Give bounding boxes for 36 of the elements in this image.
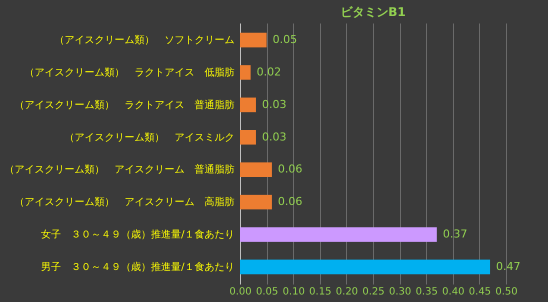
data-label: 0.37 xyxy=(442,228,468,241)
bar xyxy=(240,65,251,80)
data-label: 0.02 xyxy=(256,65,282,78)
y-tick-label: （アイスクリーム類） アイスクリーム 高脂肪 xyxy=(14,196,234,208)
bar xyxy=(240,162,272,178)
x-tick-label: 0.50 xyxy=(495,286,518,298)
bar xyxy=(240,32,267,48)
x-tick-label: 0.45 xyxy=(468,286,492,298)
data-label: 0.47 xyxy=(496,260,521,273)
x-tick-label: 0.30 xyxy=(388,286,412,298)
x-tick-label: 0.00 xyxy=(229,286,252,298)
x-tick-label: 0.40 xyxy=(442,286,464,298)
bar xyxy=(240,260,490,274)
data-label: 0.05 xyxy=(272,33,298,46)
chart-title: ビタミンB1 xyxy=(340,5,406,19)
y-tick-label: （アイスクリーム類） アイスミルク xyxy=(64,131,234,144)
y-tick-label: （アイスクリーム類） ラクトアイス 低脂肪 xyxy=(24,66,234,78)
x-tick-label: 0.20 xyxy=(336,286,358,298)
bar xyxy=(240,130,256,145)
y-tick-label: 男子 ３０～４９（歳）推進量/１食あたり xyxy=(41,260,234,273)
y-tick-label: （アイスクリーム類） アイスクリーム 普通脂肪 xyxy=(4,164,234,176)
data-label: 0.03 xyxy=(262,130,286,144)
x-tick-label: 0.15 xyxy=(309,286,332,298)
x-tick-label: 0.35 xyxy=(416,286,438,298)
x-tick-label: 0.25 xyxy=(362,286,385,298)
data-label: 0.06 xyxy=(278,195,302,208)
y-tick-label: （アイスクリーム類） ラクトアイス 普通脂肪 xyxy=(14,98,234,111)
y-tick-label: 女子 ３０～４９（歳）推進量/１食あたり xyxy=(41,228,234,241)
bar xyxy=(240,227,437,242)
data-label: 0.06 xyxy=(278,162,302,176)
bar xyxy=(240,98,256,112)
data-label: 0.03 xyxy=(262,98,286,111)
x-tick-label: 0.05 xyxy=(256,286,278,298)
x-tick-label: 0.10 xyxy=(282,286,305,298)
bar xyxy=(240,194,272,210)
y-tick-label: （アイスクリーム類） ソフトクリーム xyxy=(54,34,234,46)
